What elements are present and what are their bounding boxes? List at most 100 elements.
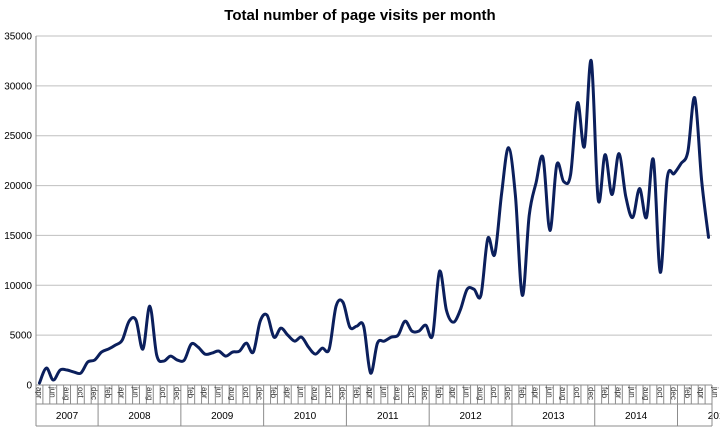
month-tick-label: oct [324,387,333,398]
data-point [183,359,185,361]
month-tick-label: aug [559,387,568,400]
month-tick-label: oct [241,387,250,398]
y-tick-label: 10000 [4,281,32,292]
data-point [369,372,371,374]
month-tick-label: dec [504,387,513,400]
y-tick-label: 15000 [4,231,32,242]
data-point [100,351,102,353]
data-point [356,325,358,327]
month-tick-label: dec [90,387,99,400]
data-point [445,309,447,311]
data-point [431,334,433,336]
month-tick-label: feb [186,387,195,399]
data-point [631,216,633,218]
month-tick-label: aug [62,387,71,400]
data-point [273,336,275,338]
month-tick-label: jun [545,386,554,398]
data-point [156,354,158,356]
data-point [487,237,489,239]
data-point [328,348,330,350]
series-line [37,59,711,385]
data-point [452,321,454,323]
month-tick-label: aug [228,387,237,400]
month-tick-label: apr [697,387,706,399]
data-point [204,353,206,355]
data-point [176,359,178,361]
data-point [500,192,502,194]
month-tick-label: jun [379,386,388,398]
data-point [107,348,109,350]
month-tick-label: feb [600,387,609,399]
data-point [114,344,116,346]
data-point [38,382,40,384]
data-point [556,163,558,165]
data-point [287,334,289,336]
data-point [259,320,261,322]
month-tick-label: jun [131,386,140,398]
year-label: 2012 [459,411,482,422]
data-point [349,326,351,328]
month-tick-label: feb [435,387,444,399]
data-point [645,216,647,218]
data-point [45,367,47,369]
data-point [190,343,192,345]
month-tick-label: jun [214,386,223,398]
month-tick-label: aug [145,387,154,400]
gridlines [36,35,712,336]
y-tick-label: 35000 [4,32,32,43]
data-point [659,271,661,273]
x-axis: apr jun aug oct dec feb apr jun aug oct dec feb apr j… [34,384,720,427]
data-point [411,330,413,332]
month-tick-label: dec [172,387,181,400]
chart-title: Total number of page visits per month [224,7,495,24]
data-point [604,153,606,155]
data-point [149,305,151,307]
data-point [687,150,689,152]
data-point [197,346,199,348]
data-point [569,173,571,175]
month-tick-label: jun [48,386,57,398]
data-point [666,177,668,179]
data-point [618,152,620,154]
data-point [707,236,709,238]
data-point [466,288,468,290]
data-point [425,324,427,326]
data-point [342,301,344,303]
data-point [514,194,516,196]
data-point [142,348,144,350]
data-point [314,353,316,355]
month-tick-label: apr [448,387,457,399]
data-point [238,350,240,352]
data-point [521,294,523,296]
year-label: 2015 [708,411,720,422]
month-tick-label: oct [655,387,664,398]
data-point [611,193,613,195]
data-point [169,355,171,357]
month-tick-label: dec [421,387,430,400]
month-tick-label: dec [586,387,595,400]
data-point [128,320,130,322]
month-tick-label: apr [366,387,375,399]
data-point [404,320,406,322]
data-point [480,294,482,296]
data-point [211,352,213,354]
data-point [459,309,461,311]
data-point [307,346,309,348]
data-point [673,172,675,174]
data-point [362,325,364,327]
data-point [231,351,233,353]
data-point [300,336,302,338]
data-point [590,60,592,62]
data-point [494,253,496,255]
month-tick-label: jun [462,386,471,398]
month-tick-label: oct [76,387,85,398]
month-tick-label: apr [117,387,126,399]
data-point [438,270,440,272]
month-tick-label: feb [352,387,361,399]
data-point [694,97,696,99]
data-point [397,334,399,336]
month-tick-label: apr [283,387,292,399]
month-tick-label: dec [338,387,347,400]
data-point [135,319,137,321]
